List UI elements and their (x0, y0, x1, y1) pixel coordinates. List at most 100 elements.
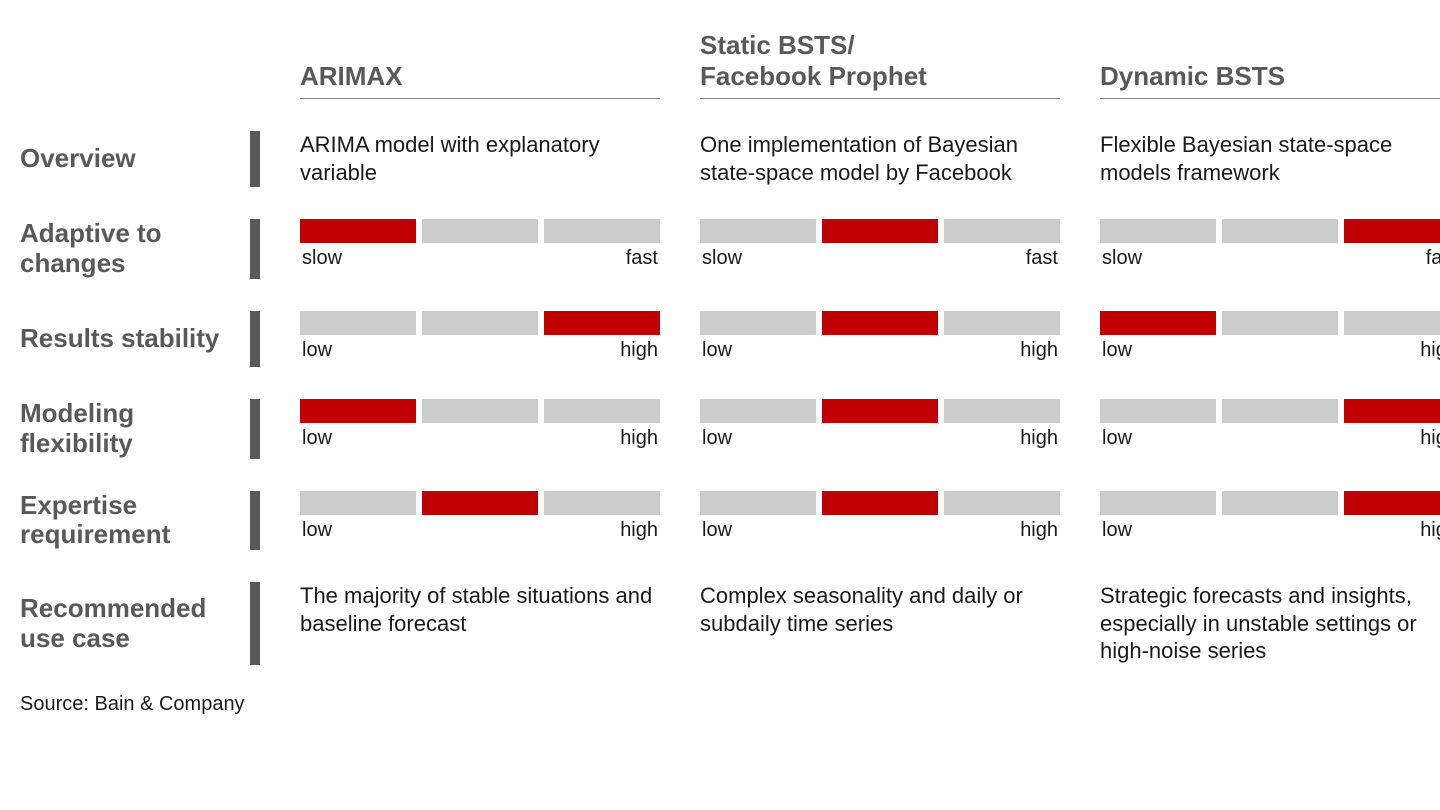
scale-bars (300, 219, 660, 243)
row-label-text: Modeling flexibility (20, 399, 236, 459)
scale-segment (1100, 399, 1216, 423)
scale-labels: slow fast (300, 247, 660, 270)
scale-segment (1344, 219, 1440, 243)
scale-labels: slow fast (1100, 247, 1440, 270)
row-label-stability: Results stability (20, 311, 260, 367)
scale-high-label: fast (1426, 247, 1440, 270)
scale-high-label: high (620, 339, 658, 362)
scale-high-label: high (1020, 519, 1058, 542)
flexibility-scale-0: low high (300, 399, 660, 459)
scale-high-label: high (620, 519, 658, 542)
scale-high-label: high (1020, 427, 1058, 450)
expertise-scale-0: low high (300, 491, 660, 551)
col-header-0: ARIMAX (300, 61, 660, 99)
overview-cell-1: One implementation of Bayesian state-spa… (700, 131, 1060, 187)
usecase-cell-2: Strategic forecasts and insights, especi… (1100, 582, 1440, 665)
overview-cell-2: Flexible Bayesian state-space models fra… (1100, 131, 1440, 187)
scale-low-label: low (1102, 339, 1132, 362)
scale-segment (1222, 491, 1338, 515)
scale-labels: lowhigh (1100, 427, 1440, 450)
scale-high-label: high (1420, 519, 1440, 542)
adaptive-scale-1: slow fast (700, 219, 1060, 279)
scale-high-label: high (1420, 427, 1440, 450)
row-label-text: Results stability (20, 324, 236, 354)
row-label-text: Overview (20, 144, 236, 174)
scale-high-label: high (1020, 339, 1058, 362)
scale-bars (1100, 491, 1440, 515)
scale-bars (300, 311, 660, 335)
scale-labels: low high (1100, 339, 1440, 362)
scale-high-label: fast (626, 247, 658, 270)
row-divider (250, 219, 260, 279)
scale-segment (422, 311, 538, 335)
scale-bars (1100, 399, 1440, 423)
scale-segment (822, 491, 938, 515)
scale-bars (700, 219, 1060, 243)
scale-low-label: slow (702, 247, 742, 270)
adaptive-scale-2: slow fast (1100, 219, 1440, 279)
row-divider (250, 131, 260, 187)
col-header-1: Static BSTS/ Facebook Prophet (700, 30, 1060, 99)
stability-scale-0: low high (300, 311, 660, 367)
scale-segment (822, 399, 938, 423)
scale-segment (300, 219, 416, 243)
scale-bars (1100, 311, 1440, 335)
scale-bars (700, 491, 1060, 515)
overview-cell-0: ARIMA model with explanatory variable (300, 131, 660, 187)
row-divider (250, 311, 260, 367)
scale-labels: low high (300, 519, 660, 542)
row-divider (250, 491, 260, 551)
row-label-text: Expertise requirement (20, 491, 236, 551)
scale-low-label: low (1102, 519, 1132, 542)
usecase-cell-0: The majority of stable situations and ba… (300, 582, 660, 665)
scale-segment (700, 491, 816, 515)
scale-high-label: high (1420, 339, 1440, 362)
scale-low-label: low (702, 339, 732, 362)
scale-low-label: low (302, 519, 332, 542)
scale-segment (1222, 219, 1338, 243)
scale-low-label: low (302, 339, 332, 362)
row-divider (250, 399, 260, 459)
stability-scale-2: low high (1100, 311, 1440, 367)
scale-segment (1222, 399, 1338, 423)
scale-segment (944, 219, 1060, 243)
scale-segment (944, 491, 1060, 515)
scale-segment (700, 219, 816, 243)
scale-low-label: low (702, 519, 732, 542)
scale-bars (300, 491, 660, 515)
row-label-text: Recommended use case (20, 594, 236, 654)
scale-high-label: high (620, 427, 658, 450)
col-header-2: Dynamic BSTS (1100, 61, 1440, 99)
scale-segment (300, 491, 416, 515)
comparison-grid: ARIMAX Static BSTS/ Facebook Prophet Dyn… (20, 30, 1420, 665)
stability-scale-1: low high (700, 311, 1060, 367)
row-label-overview: Overview (20, 131, 260, 187)
scale-labels: low high (300, 427, 660, 450)
header-spacer (20, 30, 260, 99)
scale-segment (1344, 311, 1440, 335)
scale-segment (1100, 491, 1216, 515)
scale-high-label: fast (1026, 247, 1058, 270)
scale-segment (544, 311, 660, 335)
scale-segment (700, 311, 816, 335)
scale-labels: low high (700, 339, 1060, 362)
scale-bars (1100, 219, 1440, 243)
scale-segment (544, 491, 660, 515)
scale-low-label: slow (302, 247, 342, 270)
scale-segment (544, 219, 660, 243)
scale-segment (300, 399, 416, 423)
scale-segment (1100, 219, 1216, 243)
scale-segment (944, 311, 1060, 335)
scale-bars (700, 399, 1060, 423)
scale-segment (1344, 491, 1440, 515)
scale-segment (1222, 311, 1338, 335)
adaptive-scale-0: slow fast (300, 219, 660, 279)
scale-bars (300, 399, 660, 423)
scale-segment (422, 491, 538, 515)
scale-low-label: slow (1102, 247, 1142, 270)
scale-labels: slow fast (700, 247, 1060, 270)
scale-segment (700, 399, 816, 423)
scale-segment (1100, 311, 1216, 335)
scale-low-label: low (302, 427, 332, 450)
row-label-flexibility: Modeling flexibility (20, 399, 260, 459)
